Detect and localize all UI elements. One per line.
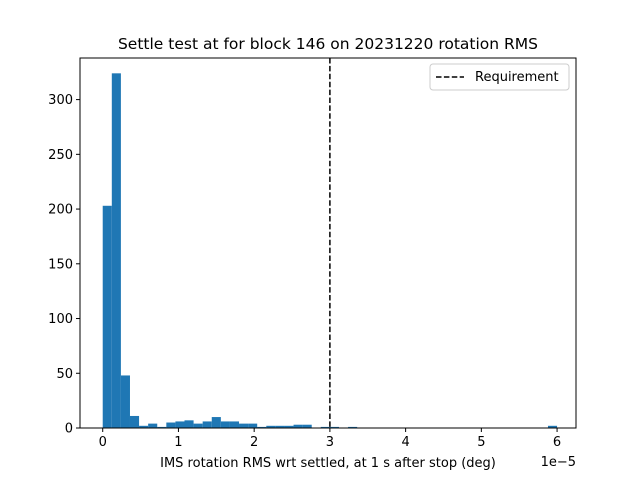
histogram-bar <box>320 426 330 428</box>
histogram-bar <box>211 417 221 428</box>
x-tick-label: 5 <box>477 435 485 450</box>
x-tick-label: 2 <box>250 435 258 450</box>
histogram-bar <box>139 425 149 428</box>
x-tick-label: 6 <box>553 435 561 450</box>
histogram-bar <box>302 424 312 428</box>
histogram-bars <box>102 73 558 429</box>
legend-label: Requirement <box>475 70 559 85</box>
histogram-bar <box>148 423 158 428</box>
histogram-bar <box>229 421 240 428</box>
y-axis-ticks: 0 50 100 150 200 250 300 <box>48 93 80 437</box>
histogram-bar <box>102 205 112 428</box>
histogram-bar <box>193 423 203 428</box>
x-tick-label: 3 <box>326 435 334 450</box>
y-tick-label: 300 <box>48 93 73 108</box>
histogram-bar <box>248 423 258 428</box>
y-tick-label: 0 <box>65 422 73 437</box>
histogram-bar <box>266 425 276 428</box>
legend: Requirement <box>429 63 570 91</box>
histogram-bar <box>184 420 194 428</box>
y-tick-label: 50 <box>56 367 73 382</box>
chart-title: Settle test at for block 146 on 20231220… <box>118 35 538 53</box>
x-axis-offset-text: 1e−5 <box>541 455 576 470</box>
histogram-bar <box>202 421 212 428</box>
legend-box <box>429 63 570 91</box>
histogram-bar <box>293 424 303 428</box>
histogram-bar <box>239 423 249 428</box>
histogram-bar <box>129 415 140 428</box>
histogram-bar <box>120 375 130 428</box>
histogram-bar <box>166 422 176 428</box>
histogram-bar <box>348 426 358 428</box>
y-tick-label: 250 <box>48 148 73 163</box>
y-tick-label: 100 <box>48 312 73 327</box>
x-axis-label: IMS rotation RMS wrt settled, at 1 s aft… <box>160 456 496 471</box>
histogram-bar <box>329 426 339 428</box>
histogram-bar <box>157 426 167 428</box>
histogram-bar <box>284 425 294 428</box>
x-axis-ticks: 0 1 2 3 4 5 6 <box>99 428 561 450</box>
y-tick-label: 150 <box>48 257 73 272</box>
x-tick-label: 4 <box>401 435 409 450</box>
histogram-bar <box>275 425 285 428</box>
plot-frame <box>79 57 577 429</box>
histogram-bar <box>220 421 230 428</box>
histogram-bar <box>257 426 267 428</box>
histogram-bar <box>547 425 558 428</box>
y-tick-label: 200 <box>48 203 73 218</box>
x-tick-label: 1 <box>174 435 182 450</box>
histogram-bar <box>111 73 121 429</box>
histogram-bar <box>175 421 185 428</box>
x-tick-label: 0 <box>99 435 107 450</box>
